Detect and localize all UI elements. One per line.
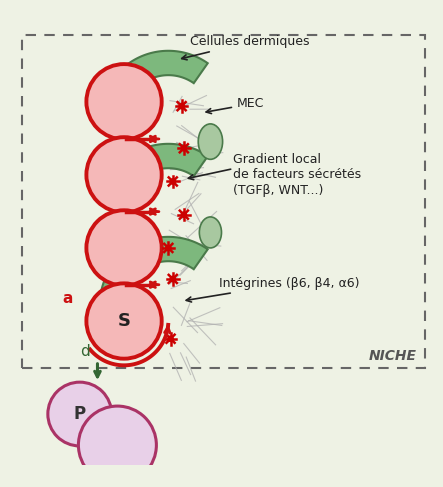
Ellipse shape: [198, 124, 222, 159]
Circle shape: [170, 276, 175, 281]
Circle shape: [86, 210, 162, 285]
Text: a: a: [62, 291, 72, 306]
Circle shape: [78, 406, 156, 484]
Circle shape: [181, 212, 187, 217]
Polygon shape: [100, 237, 208, 301]
Circle shape: [48, 382, 112, 446]
Circle shape: [166, 245, 171, 251]
Text: de facteurs sécrétés: de facteurs sécrétés: [233, 169, 361, 181]
Circle shape: [168, 336, 173, 341]
Text: Gradient local: Gradient local: [188, 153, 321, 180]
Circle shape: [179, 104, 184, 109]
Text: MEC: MEC: [206, 97, 264, 113]
Text: NICHE: NICHE: [369, 349, 416, 363]
Text: Cellules dermiques: Cellules dermiques: [182, 36, 310, 60]
Polygon shape: [102, 144, 208, 201]
Text: P: P: [74, 405, 86, 423]
Text: d: d: [80, 344, 89, 359]
Polygon shape: [101, 51, 208, 112]
Circle shape: [86, 137, 162, 212]
Text: S: S: [117, 312, 131, 330]
Circle shape: [181, 146, 187, 151]
Ellipse shape: [199, 217, 222, 248]
Text: (TGFβ, WNT...): (TGFβ, WNT...): [233, 184, 323, 197]
Circle shape: [86, 283, 162, 359]
Circle shape: [170, 179, 175, 184]
Circle shape: [86, 64, 162, 139]
Text: Intégrines (β6, β4, α6): Intégrines (β6, β4, α6): [186, 277, 360, 302]
Bar: [22, 35, 425, 368]
